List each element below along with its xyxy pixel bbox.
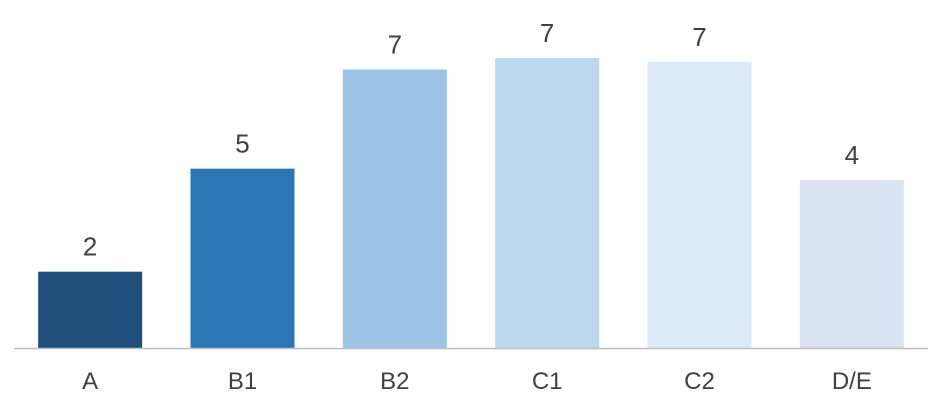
category-label-c1: C1 (532, 368, 563, 395)
data-label-c2: 7 (692, 22, 706, 52)
data-label-a: 2 (83, 232, 97, 262)
category-label-c2: C2 (684, 368, 715, 395)
bar-b2 (342, 69, 447, 349)
bar-c1 (495, 58, 600, 348)
bar-a (38, 271, 143, 348)
bar-b1 (190, 168, 295, 348)
bars-group (38, 58, 904, 349)
category-label-b2: B2 (380, 368, 409, 395)
data-label-b1: 5 (235, 129, 249, 159)
data-label-c1: 7 (540, 18, 554, 48)
bar-de (799, 180, 904, 348)
data-label-b2: 7 (388, 29, 402, 59)
value-labels-group: 2 5 7 7 7 4 (83, 18, 859, 262)
bar-c2 (647, 61, 752, 348)
data-label-de: 4 (845, 140, 859, 170)
category-labels-group: A B1 B2 C1 C2 D/E (82, 368, 872, 395)
category-label-b1: B1 (228, 368, 257, 395)
category-label-de: D/E (832, 368, 872, 395)
category-label-a: A (82, 368, 98, 395)
